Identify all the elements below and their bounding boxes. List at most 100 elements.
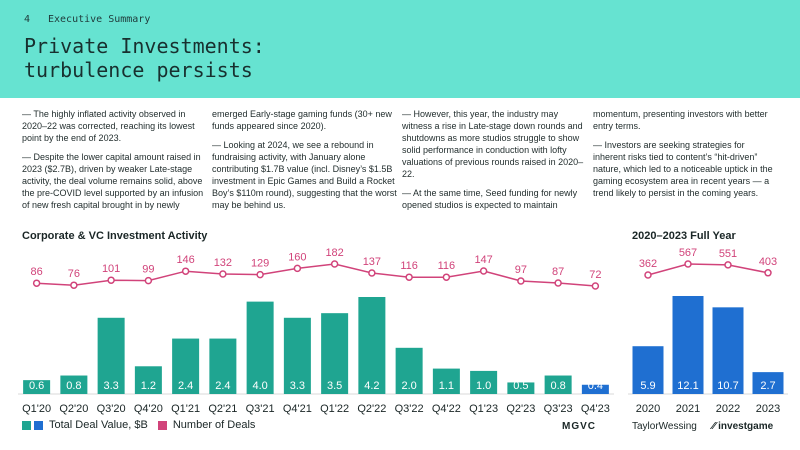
quarterly-bar-value: 2.4 [178, 380, 193, 392]
section-label: Executive Summary [48, 14, 151, 25]
quarterly-bar [470, 370, 498, 394]
quarterly-deals-label: 182 [325, 247, 343, 259]
annual-deals-label: 551 [719, 248, 737, 260]
quarterly-deals-label: 116 [438, 260, 456, 272]
logo-investgame: ⁄⁄ investgame [712, 421, 773, 432]
logo-mgvc: MGVC [562, 421, 596, 432]
quarterly-deals-label: 76 [68, 268, 80, 280]
quarterly-bar-value: 1.0 [476, 380, 491, 392]
quarterly-bar-value: 2.0 [401, 380, 416, 392]
quarterly-deals-point [330, 260, 339, 268]
quarterly-deals-label: 87 [552, 266, 564, 278]
paragraph: momentum, presenting investors with bett… [593, 109, 768, 131]
annual-x-tick: 2022 [716, 403, 740, 415]
quarterly-chart-title: Corporate & VC Investment Activity [22, 230, 208, 242]
quarterly-bar [283, 317, 311, 394]
legend-swatch-blue [34, 420, 43, 430]
quarterly-bar-value: 4.0 [252, 380, 267, 392]
quarterly-bar [358, 297, 386, 394]
quarterly-bar [172, 338, 200, 394]
quarterly-deals-label: 101 [102, 263, 120, 275]
annual-deals-point [724, 261, 732, 269]
annual-bar-value: 12.1 [677, 380, 698, 392]
legend-swatch-pink [157, 420, 167, 430]
quarterly-deals-point [181, 267, 190, 275]
quarterly-x-tick: Q2'21 [208, 403, 237, 415]
quarterly-bar-value: 3.5 [327, 380, 342, 392]
quarterly-deals-point [442, 273, 451, 281]
quarterly-bar-value: 0.6 [29, 380, 44, 392]
quarterly-deals-label: 99 [142, 264, 154, 276]
quarterly-x-tick: Q4'20 [134, 403, 163, 415]
quarterly-bar-value: 3.3 [103, 380, 118, 392]
quarterly-deals-label: 160 [288, 251, 306, 263]
quarterly-bar [23, 380, 51, 394]
quarterly-x-tick: Q1'22 [320, 403, 349, 415]
investgame-label: investgame [718, 421, 774, 432]
quarterly-bar [321, 313, 349, 394]
header-band: 4 Executive Summary Private Investments:… [0, 0, 800, 98]
annual-bar-value: 5.9 [640, 380, 655, 392]
quarterly-deals-point [554, 279, 562, 287]
quarterly-x-tick: Q4'22 [432, 403, 461, 415]
paragraph: — Looking at 2024, we see a rebound in f… [212, 140, 397, 210]
quarterly-bar [246, 301, 274, 394]
annual-bar-value: 10.7 [717, 380, 738, 392]
annual-deals-label: 567 [679, 247, 697, 259]
quarterly-x-tick: Q3'20 [97, 403, 126, 415]
paragraph: emerged Early-stage gaming funds (30+ ne… [212, 109, 392, 131]
quarterly-x-tick: Q4'23 [581, 403, 610, 415]
annual-bar [752, 372, 784, 394]
quarterly-deals-label: 147 [474, 254, 492, 266]
quarterly-deals-point [219, 270, 227, 278]
annual-x-tick: 2021 [676, 403, 700, 415]
quarterly-x-tick: Q1'23 [469, 403, 498, 415]
quarterly-bar-value: 3.3 [290, 380, 305, 392]
quarterly-x-tick: Q3'23 [544, 403, 573, 415]
quarterly-x-tick: Q4'21 [283, 403, 312, 415]
legend-swatch-teal [22, 420, 31, 430]
quarterly-deals-point [405, 273, 413, 281]
quarterly-bar-value: 2.4 [215, 380, 230, 392]
annual-bar [712, 307, 744, 394]
annual-x-tick: 2023 [756, 403, 780, 415]
quarterly-deals-point [256, 270, 264, 279]
quarterly-deals-label: 86 [31, 266, 43, 278]
quarterly-deals-label: 129 [251, 258, 269, 270]
quarterly-deals-line [36, 263, 596, 287]
quarterly-x-tick: Q1'21 [171, 403, 200, 415]
legend-deals-label: Number of Deals [172, 419, 256, 431]
quarterly-bar [581, 384, 609, 394]
quarterly-bar [97, 317, 125, 394]
quarterly-deals-label: 137 [363, 256, 381, 268]
annual-deals-label: 362 [639, 258, 657, 270]
annual-deals-line [647, 263, 769, 276]
quarterly-bar [395, 347, 423, 394]
annual-chart-title: 2020–2023 Full Year [632, 230, 736, 242]
legend: Total Deal Value, $B Number of Deals [22, 419, 255, 431]
annual-deals-point [764, 269, 772, 277]
text-column-1: — The highly inflated activity observed … [22, 108, 208, 218]
quarterly-deals-label: 146 [176, 254, 194, 266]
quarterly-deals-point [368, 269, 376, 277]
quarterly-deals-label: 132 [214, 257, 232, 269]
text-column-4: momentum, presenting investors with bett… [593, 108, 779, 206]
quarterly-bar-value: 0.4 [588, 380, 603, 392]
paragraph: — The highly inflated activity observed … [22, 109, 195, 143]
quarterly-deals-point [70, 281, 78, 289]
quarterly-bar-value: 4.2 [364, 380, 379, 392]
paragraph: — At the same time, Seed funding for new… [402, 188, 578, 210]
quarterly-x-tick: Q2'20 [59, 403, 88, 415]
paragraph: — However, this year, the industry may w… [402, 109, 584, 179]
quarterly-bar-value: 1.2 [141, 380, 156, 392]
quarterly-deals-point [479, 267, 488, 275]
quarterly-bar-value: 0.8 [66, 380, 81, 392]
quarterly-bar [209, 338, 237, 394]
annual-deals-label: 403 [759, 256, 777, 268]
quarterly-x-tick: Q2'23 [506, 403, 535, 415]
annual-bar-value: 2.7 [760, 380, 775, 392]
paragraph: — Despite the lower capital amount raise… [22, 152, 204, 210]
text-column-2: emerged Early-stage gaming funds (30+ ne… [212, 108, 398, 218]
logo-taylorwessing: TaylorWessing [632, 421, 697, 432]
